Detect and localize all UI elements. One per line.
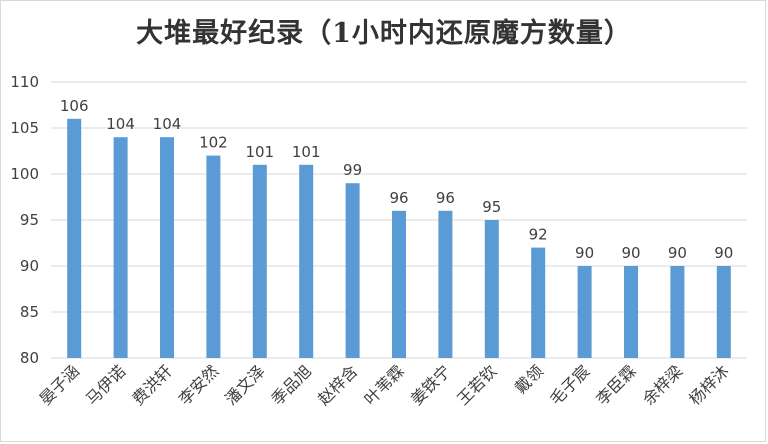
chart-title: 大堆最好纪录（1小时内还原魔方数量） [136,18,632,49]
data-label: 106 [60,97,89,115]
bar [392,210,406,358]
data-label: 104 [153,115,182,133]
category-label: 杨梓沐 [685,361,732,408]
data-label: 90 [621,244,640,262]
bar [531,247,546,358]
category-label: 叶苇霖 [360,361,407,408]
bar [67,118,82,358]
bar [206,155,221,358]
y-tick-label: 85 [20,303,39,321]
y-tick-label: 80 [20,349,39,367]
y-tick-label: 100 [10,165,39,183]
data-label: 90 [668,244,687,262]
category-label: 余梓梁 [639,361,686,408]
data-label: 90 [575,244,594,262]
category-label: 赵梓含 [314,361,361,408]
bar [345,183,360,358]
category-label: 费洪轩 [128,361,175,408]
bar [624,266,638,358]
y-tick-label: 90 [20,257,39,275]
bar [160,137,174,358]
category-label: 季品旭 [268,361,315,408]
category-label: 姜铁宁 [407,361,454,408]
data-label: 99 [343,161,362,179]
category-label: 戴领 [511,361,547,397]
bar [577,266,592,358]
category-label: 李臣霖 [592,361,639,408]
data-label: 96 [436,189,455,207]
y-tick-label: 95 [20,211,39,229]
category-label: 王若钦 [453,361,500,408]
category-label: 马伊诺 [82,361,129,408]
data-label: 95 [482,198,501,216]
bar [716,266,731,358]
bar [252,164,267,358]
category-label: 毛子宸 [546,361,593,408]
bar [299,164,314,358]
category-label: 李安然 [175,361,222,408]
data-label: 90 [714,244,733,262]
y-tick-label: 110 [10,73,39,91]
category-label: 晏子涵 [36,361,83,408]
bar [438,210,453,358]
category-label: 潘文泽 [221,361,268,408]
data-label: 96 [389,189,408,207]
bar [113,137,128,358]
bar [484,220,499,358]
y-tick-label: 105 [10,119,39,137]
data-label: 101 [245,143,274,161]
data-label: 92 [529,226,548,244]
data-label: 102 [199,134,228,152]
bar [670,266,685,358]
data-label: 101 [292,143,321,161]
data-label: 104 [106,115,135,133]
